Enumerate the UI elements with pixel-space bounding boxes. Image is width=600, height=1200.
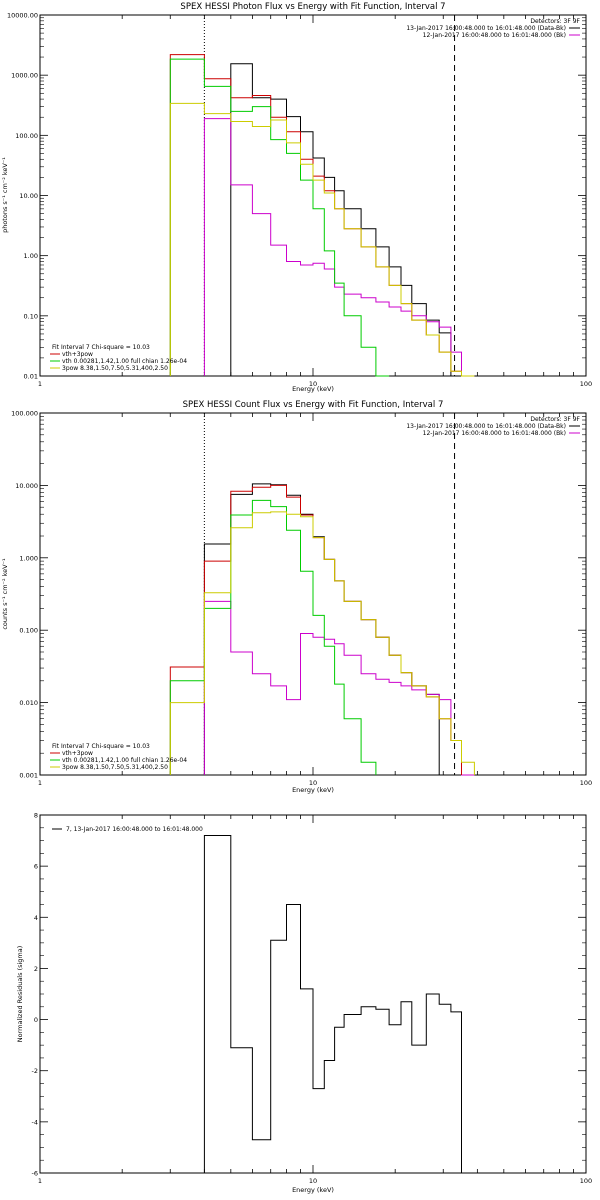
x-tick-label: 1 — [38, 1177, 42, 1185]
series-4-step-line — [169, 58, 390, 377]
panel-3-ylabel: Normalized Residuals (sigma) — [16, 946, 24, 1043]
legend-top-entry: 13-Jan-2017 16:00:48.000 to 16:01:48.000… — [406, 423, 566, 430]
panel-2-ylabel: counts s⁻¹ cm⁻² keV⁻¹ — [1, 558, 9, 630]
y-tick-label: 100.00 — [15, 132, 38, 140]
y-tick-label: 2 — [34, 965, 38, 973]
legend-bottom-entry: vth 0.00281,1.42,1.00 full chian 1.26e-0… — [62, 358, 187, 365]
y-tick-label: 0 — [34, 1016, 38, 1024]
y-tick-label: 8 — [34, 812, 38, 820]
legend-top-entry: 13-Jan-2017 16:00:48.000 to 16:01:48.000… — [406, 25, 566, 32]
legend-bottom-entry: vth 0.00281,1.42,1.00 full chian 1.26e-0… — [62, 757, 187, 764]
y-tick-label: 0.01 — [24, 373, 38, 381]
x-tick-label: 10 — [309, 1177, 317, 1185]
legend-top-entry: 12-Jan-2017 16:00:48.000 to 16:01:48.000… — [423, 430, 566, 437]
legend-bottom-entry: Fit Interval 7 Chi-square = 10.03 — [52, 344, 150, 351]
legend-top-entry: Detectors: 3F 9F — [530, 416, 580, 423]
y-tick-label: 1.000 — [19, 554, 38, 562]
panel-1-ylabel: photons s⁻¹ cm⁻² keV⁻¹ — [1, 157, 9, 233]
y-tick-label: 10.000 — [15, 482, 38, 490]
y-tick-label: 100.000 — [11, 410, 38, 418]
y-tick-label: -4 — [32, 1118, 38, 1126]
panel-2-xlabel: Energy (keV) — [292, 786, 334, 794]
panel-1-title: SPEX HESSI Photon Flux vs Energy with Fi… — [180, 2, 445, 12]
y-tick-label: 6 — [34, 863, 38, 871]
chart-3-marks: 1 10 100 -6 -4 -2 0 2 4 6 8 7, 13-Jan-2017 16:00:48… — [32, 812, 593, 1186]
panel-1-xlabel: Energy (keV) — [292, 385, 334, 393]
series-2-step-line — [203, 600, 475, 776]
y-tick-label: 0.001 — [19, 772, 38, 780]
legend-bottom-entry: 3pow 8.38,1.50,7.50,5.31,400,2.50 — [62, 764, 168, 771]
x-tick-label: 10 — [309, 779, 317, 787]
y-tick-label: -6 — [32, 1170, 38, 1178]
y-tick-label: 1000.00 — [11, 72, 38, 80]
y-tick-label: 0.10 — [24, 312, 38, 320]
panel-2-title: SPEX HESSI Count Flux vs Energy with Fit… — [183, 400, 444, 410]
legend-top-entry: 12-Jan-2017 16:00:48.000 to 16:01:48.000… — [423, 32, 566, 39]
x-tick-label: 1 — [38, 779, 42, 787]
chart-1-marks: 1 10 100 0.01 0.10 1.00 10.00 100.00 1000.00 1000… — [7, 12, 592, 389]
x-tick-label: 100 — [580, 1177, 592, 1185]
series-5-step-line — [169, 102, 475, 377]
x-tick-label: 100 — [580, 380, 592, 388]
x-tick-label: 1 — [38, 380, 42, 388]
series-1-step-line — [203, 835, 462, 1173]
panel-3-xlabel: Energy (keV) — [292, 1186, 334, 1194]
x-tick-label: 100 — [580, 779, 592, 787]
y-tick-label: 10000.00 — [7, 12, 38, 20]
legend-bottom-entry: vth+3pow — [62, 351, 93, 358]
chart-2-marks: 1 10 100 0.001 0.010 0.100 1.000 10.000 100.000 D… — [11, 410, 592, 788]
y-tick-label: 0.010 — [19, 699, 38, 707]
series-5-step-line — [169, 511, 475, 775]
legend-top-entry: Detectors: 3F 9F — [530, 18, 580, 25]
legend-bottom-entry: 3pow 8.38,1.50,7.50,5.31,400,2.50 — [62, 365, 168, 372]
legend-bottom-entry: Fit Interval 7 Chi-square = 10.03 — [52, 743, 150, 750]
legend-bottom-entry: vth+3pow — [62, 750, 93, 757]
plot-layer: 1 10 1000.010.101.0010.00100.001000.001000… — [7, 12, 592, 1186]
y-tick-label: 4 — [34, 914, 38, 922]
y-tick-label: 10.00 — [19, 192, 38, 200]
y-tick-label: 0.100 — [19, 627, 38, 635]
y-tick-label: -2 — [32, 1067, 38, 1075]
y-tick-label: 1.00 — [24, 252, 38, 260]
x-tick-label: 10 — [309, 380, 317, 388]
legend-entry: 7, 13-Jan-2017 16:00:48.000 to 16:01:48.… — [66, 826, 203, 833]
